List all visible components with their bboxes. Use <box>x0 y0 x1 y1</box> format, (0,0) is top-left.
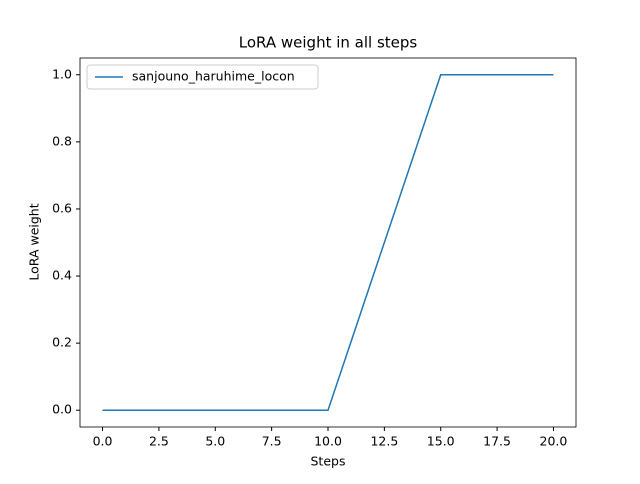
x-tick-label: 2.5 <box>149 434 169 449</box>
y-tick-label: 0.0 <box>52 402 72 417</box>
x-tick-label: 15.0 <box>427 434 455 449</box>
x-tick-label: 10.0 <box>314 434 342 449</box>
x-tick-label: 12.5 <box>370 434 398 449</box>
plot-frame <box>79 57 577 428</box>
legend-box <box>86 64 319 90</box>
chart-title: LoRA weight in all steps <box>239 34 418 52</box>
x-tick-label: 17.5 <box>483 434 511 449</box>
y-tick-label: 0.6 <box>52 200 72 215</box>
y-tick-label: 0.8 <box>52 133 72 148</box>
x-axis-label: Steps <box>311 454 346 469</box>
y-axis-label: LoRA weight <box>27 203 42 280</box>
legend-label: sanjouno_haruhime_locon <box>132 69 295 84</box>
y-tick-label: 0.4 <box>52 268 72 283</box>
x-tick-label: 7.5 <box>262 434 282 449</box>
y-tick-label: 1.0 <box>52 66 72 81</box>
x-tick-label: 20.0 <box>540 434 568 449</box>
y-tick-label: 0.2 <box>52 335 72 350</box>
x-tick-label: 0.0 <box>93 434 113 449</box>
line <box>102 74 554 411</box>
x-tick-label: 5.0 <box>205 434 225 449</box>
